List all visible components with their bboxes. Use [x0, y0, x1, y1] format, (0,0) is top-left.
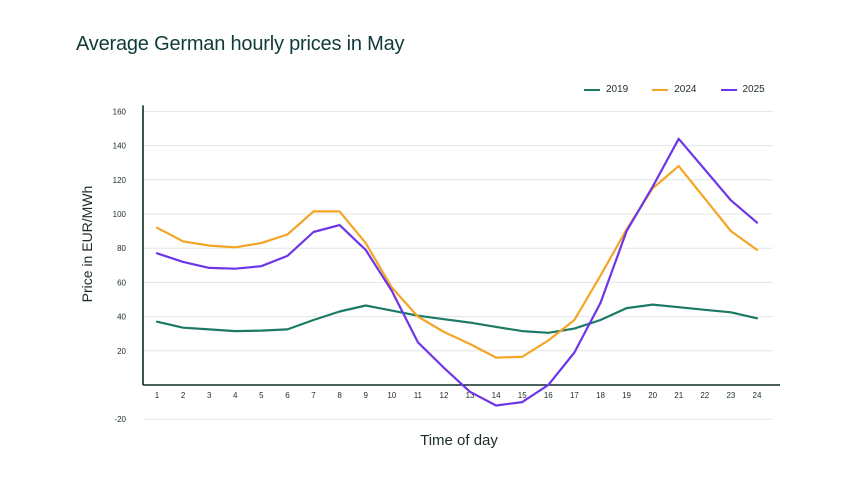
legend-label-2024: 2024 [674, 84, 697, 95]
x-tick-label: 14 [492, 391, 501, 400]
y-tick-label: 80 [117, 244, 126, 253]
y-tick-label: 20 [117, 347, 126, 356]
x-tick-label: 4 [233, 391, 238, 400]
series-line-2024 [155, 165, 759, 359]
x-tick-label: 13 [466, 391, 475, 400]
x-tick-label: 15 [518, 391, 527, 400]
legend-swatch-2019 [584, 88, 600, 91]
x-tick-label: 8 [337, 391, 342, 400]
legend-item-2024: 2024 [652, 84, 697, 95]
x-tick-label: 20 [648, 391, 657, 400]
grid [143, 110, 773, 420]
series-line-2025 [155, 137, 759, 407]
y-tick-label: 100 [113, 210, 127, 219]
x-tick-label: 1 [155, 391, 160, 400]
y-axis-label: Price in EUR/MWh [79, 186, 95, 303]
x-tick-label: 23 [726, 391, 735, 400]
legend-label-2019: 2019 [606, 84, 629, 95]
legend-item-2025: 2025 [720, 84, 765, 95]
x-tick-label: 16 [544, 391, 553, 400]
series-line-2019 [155, 303, 759, 334]
x-axis-label: Time of day [420, 432, 498, 449]
x-tick-label: 7 [311, 391, 316, 400]
legend-swatch-2024 [652, 88, 669, 91]
y-tick-label: 40 [117, 313, 126, 322]
x-tick-label: 21 [674, 391, 683, 400]
legend-label-2025: 2025 [742, 84, 765, 95]
x-tick-label: 22 [700, 391, 709, 400]
legend-item-2019: 2019 [584, 84, 628, 95]
y-tick-label: 120 [113, 176, 127, 185]
x-tick-label: 24 [753, 391, 762, 400]
x-tick-label: 5 [259, 391, 264, 400]
y-tick-label: 160 [113, 107, 127, 116]
y-tick-label: -20 [114, 415, 126, 424]
chart-title: Average German hourly prices in May [76, 33, 405, 55]
x-tick-label: 2 [181, 391, 186, 400]
y-tick-label: 60 [117, 278, 126, 287]
x-tick-label: 17 [570, 391, 579, 400]
x-tick-label: 19 [622, 391, 631, 400]
x-tick-label: 6 [285, 391, 290, 400]
legend-swatch-2025 [720, 88, 737, 91]
series [155, 137, 759, 407]
y-tick-label: 140 [113, 142, 127, 151]
x-tick-label: 12 [440, 391, 449, 400]
x-tick-label: 9 [363, 391, 368, 400]
chart-legend: 2019 2024 2025 [584, 84, 765, 95]
x-tick-label: 11 [414, 391, 423, 400]
x-tick-label: 10 [387, 391, 396, 400]
x-tick-label: 18 [596, 391, 605, 400]
x-tick-label: 3 [207, 391, 212, 400]
axis-labels: Time of day Price in EUR/MWh [79, 186, 498, 449]
